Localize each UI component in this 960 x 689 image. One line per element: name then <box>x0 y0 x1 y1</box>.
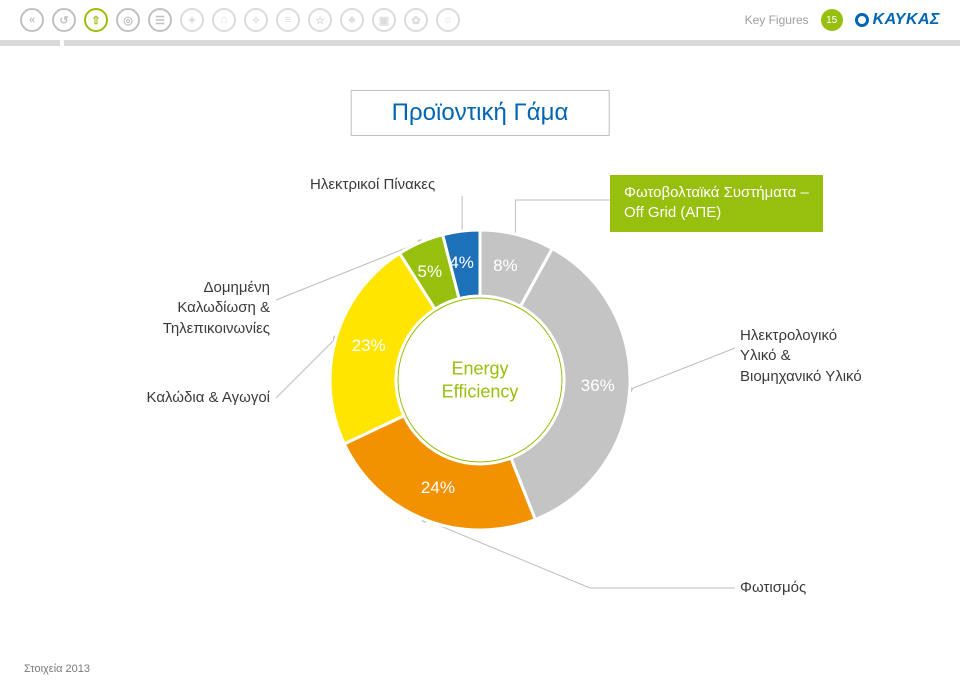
label-electrical-l3: Βιομηχανικό Υλικό <box>740 368 862 385</box>
nav-icon[interactable]: ◎ <box>116 8 140 32</box>
top-bar: « ↺ ⇧ ◎ ☰ ✦ ⌂ ✧ ≡ ☆ ♣ ▣ ✿ ☼ Key Figures 15 ΚΑΥΚΑΣ <box>0 0 960 40</box>
label-structured-l3: Τηλεπικοινωνίες <box>163 320 270 337</box>
nav-icon[interactable]: ✧ <box>244 8 268 32</box>
pct-photovoltaic: 8% <box>493 256 518 276</box>
nav-icon[interactable]: ♣ <box>340 8 364 32</box>
brand-logo: ΚΑΥΚΑΣ <box>855 11 940 29</box>
nav-icon[interactable]: « <box>20 8 44 32</box>
header-divider <box>0 40 960 46</box>
nav-icons: « ↺ ⇧ ◎ ☰ ✦ ⌂ ✧ ≡ ☆ ♣ ▣ ✿ ☼ <box>20 8 460 32</box>
nav-icon[interactable]: ⌂ <box>212 8 236 32</box>
nav-icon[interactable]: ▣ <box>372 8 396 32</box>
pct-cables: 23% <box>352 336 386 356</box>
nav-icon[interactable]: ☰ <box>148 8 172 32</box>
label-structured-l1: Δομημένη <box>203 279 270 296</box>
footer-note: Στοιχεία 2013 <box>24 663 90 675</box>
nav-icon[interactable]: ⇧ <box>84 8 108 32</box>
page-number-badge: 15 <box>821 9 843 31</box>
brand-icon <box>855 13 869 27</box>
nav-icon[interactable]: ✿ <box>404 8 428 32</box>
label-photovoltaic-l1: Φωτοβολταϊκά Συστήματα – <box>624 184 809 201</box>
nav-icon[interactable]: ☼ <box>436 8 460 32</box>
label-cables: Καλώδια & Αγωγοί <box>70 388 270 408</box>
label-lighting: Φωτισμός <box>740 578 806 598</box>
pct-electrical: 36% <box>581 376 615 396</box>
label-electrical-l2: Υλικό & <box>740 347 791 364</box>
label-electrical-l1: Ηλεκτρολογικό <box>740 327 837 344</box>
top-right: Key Figures 15 ΚΑΥΚΑΣ <box>745 9 940 31</box>
label-electrical: Ηλεκτρολογικό Υλικό & Βιομηχανικό Υλικό <box>740 326 862 387</box>
chart-center-label: Energy Efficiency <box>442 358 519 403</box>
nav-icon[interactable]: ↺ <box>52 8 76 32</box>
key-figures-label: Key Figures <box>745 13 809 27</box>
label-structured-l2: Καλωδίωση & <box>177 299 270 316</box>
nav-icon[interactable]: ✦ <box>180 8 204 32</box>
nav-icon[interactable]: ☆ <box>308 8 332 32</box>
label-photovoltaic: Φωτοβολταϊκά Συστήματα – Off Grid (ΑΠΕ) <box>610 175 823 232</box>
center-label-l1: Energy <box>451 359 508 379</box>
pct-structured: 5% <box>418 262 443 282</box>
donut-chart: Energy Efficiency 8% 36% 24% 23% 5% 4% <box>320 220 640 540</box>
center-label-l2: Efficiency <box>442 381 519 401</box>
pct-lighting: 24% <box>421 478 455 498</box>
label-panels: Ηλεκτρικοί Πίνακες <box>310 175 435 195</box>
label-structured: Δομημένη Καλωδίωση & Τηλεπικοινωνίες <box>70 278 270 339</box>
page-title: Προϊοντική Γάμα <box>351 90 610 136</box>
nav-icon[interactable]: ≡ <box>276 8 300 32</box>
label-photovoltaic-l2: Off Grid (ΑΠΕ) <box>624 204 721 221</box>
pct-panels: 4% <box>449 253 474 273</box>
brand-text: ΚΑΥΚΑΣ <box>873 11 940 29</box>
